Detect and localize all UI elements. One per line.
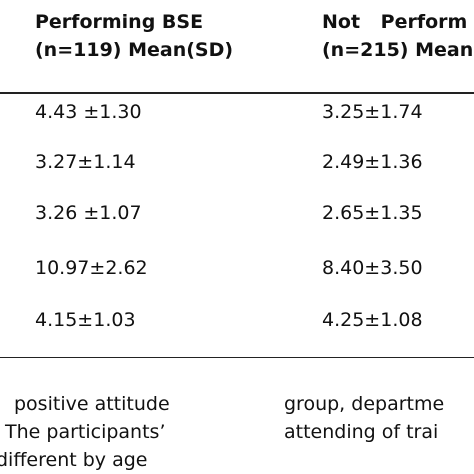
header-cell: (n=215) Mean <box>322 39 474 61</box>
table-cell: 8.40±3.50 <box>322 257 423 279</box>
header-cell: Not Perform <box>322 11 468 33</box>
table-rule <box>0 92 474 94</box>
table-cell: 3.26 ±1.07 <box>35 202 142 224</box>
table-cell: 4.25±1.08 <box>322 309 423 331</box>
text-line: attending of trai <box>284 421 439 443</box>
table-cell: 4.43 ±1.30 <box>35 101 142 123</box>
table-cell: 3.27±1.14 <box>35 151 136 173</box>
table-cell: 10.97±2.62 <box>35 257 148 279</box>
header-cell: (n=119) Mean(SD) <box>35 39 234 61</box>
table-cell: 3.25±1.74 <box>322 101 423 123</box>
header-cell: Performing BSE <box>35 11 204 33</box>
table-cell: 2.65±1.35 <box>322 202 423 224</box>
table-cell: 2.49±1.36 <box>322 151 423 173</box>
text-line: group, departme <box>284 393 445 415</box>
table-rule <box>0 357 474 358</box>
table-cell: 4.15±1.03 <box>35 309 136 331</box>
text-line: different by age <box>0 449 148 471</box>
text-line: The participants’ <box>5 421 166 443</box>
text-line: positive attitude <box>14 393 170 415</box>
